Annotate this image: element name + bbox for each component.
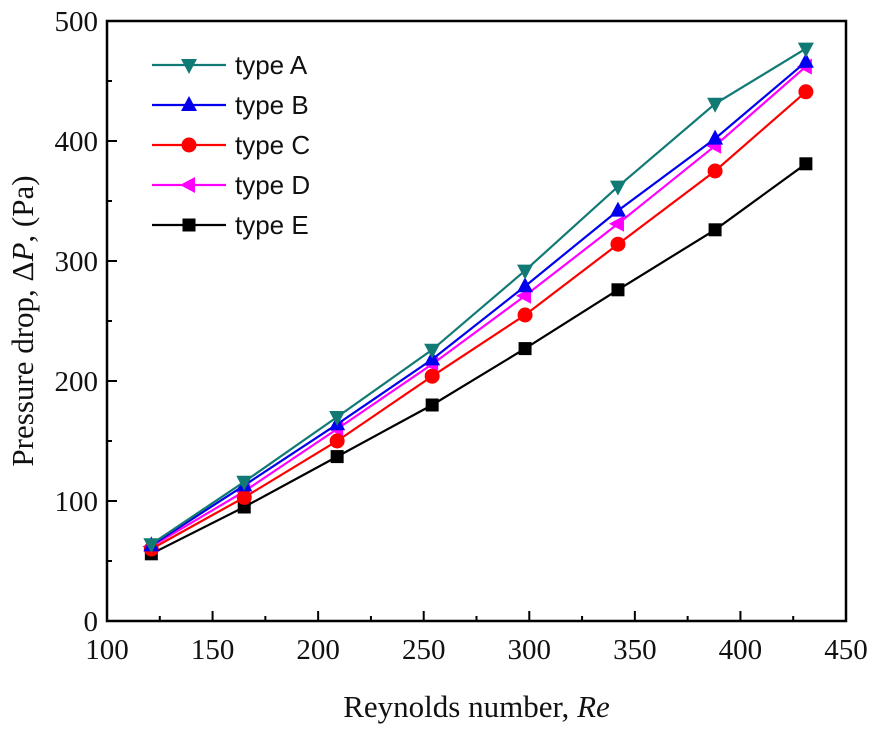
data-point — [609, 201, 626, 217]
legend-label: type D — [235, 170, 310, 200]
y-axis-label-suffix: , (Pa) — [5, 175, 40, 242]
y-axis-label-symbol: P — [5, 243, 40, 263]
data-point — [707, 129, 724, 145]
data-point — [798, 84, 814, 100]
x-tick-label: 300 — [508, 634, 552, 666]
series-line — [150, 90, 807, 550]
x-tick-label: 450 — [824, 634, 868, 666]
legend-marker — [180, 177, 195, 193]
data-point — [517, 264, 534, 280]
data-point — [797, 52, 814, 68]
data-point — [611, 283, 625, 297]
y-tick-label: 300 — [55, 246, 99, 278]
data-point — [708, 223, 722, 237]
data-point — [424, 368, 440, 384]
legend: type A type B type C type D type E — [152, 50, 310, 240]
data-point — [707, 97, 724, 113]
data-point — [799, 157, 813, 171]
x-tick-label: 100 — [85, 634, 129, 666]
series-layer — [142, 42, 814, 561]
y-tick-label: 500 — [55, 6, 99, 38]
data-point — [797, 42, 814, 58]
legend-marker — [182, 218, 196, 232]
x-tick-label: 400 — [719, 634, 763, 666]
y-tick-label: 400 — [55, 126, 99, 158]
data-point — [424, 343, 441, 359]
x-tick-label: 350 — [613, 634, 657, 666]
series-type-a — [143, 42, 814, 554]
x-axis-label-text: Reynolds number, — [343, 689, 577, 724]
x-tick-label: 200 — [296, 634, 340, 666]
y-axis-label-prefix: Pressure drop, Δ — [5, 262, 40, 467]
data-point — [236, 489, 252, 505]
y-tick-label: 100 — [55, 486, 99, 518]
data-point — [707, 163, 723, 179]
series-type-e — [144, 157, 813, 561]
y-axis-label: Pressure drop, ΔP, (Pa) — [5, 175, 40, 466]
data-point — [518, 342, 532, 356]
data-point — [517, 307, 533, 323]
plot-frame — [105, 19, 848, 623]
x-axis-label-symbol: Re — [576, 689, 610, 724]
legend-label: type A — [235, 50, 308, 80]
data-point — [610, 236, 626, 252]
legend-label: type C — [235, 130, 310, 160]
legend-marker — [181, 59, 197, 74]
legend-label: type E — [235, 210, 309, 240]
x-axis-label: Reynolds number, Re — [343, 689, 610, 724]
legend-item: type C — [152, 130, 310, 160]
y-tick-label: 0 — [84, 606, 99, 638]
x-tick-label: 150 — [191, 634, 235, 666]
data-point — [425, 398, 439, 412]
legend-marker — [181, 137, 197, 153]
data-point — [143, 538, 160, 554]
data-point — [236, 475, 253, 491]
series-line — [150, 47, 807, 546]
data-point — [608, 215, 624, 232]
series-line — [150, 60, 807, 547]
data-point — [329, 411, 346, 426]
legend-marker — [181, 96, 197, 111]
x-tick-label: 250 — [402, 634, 446, 666]
data-point — [330, 450, 344, 464]
data-point — [329, 433, 345, 449]
data-point — [609, 180, 626, 196]
legend-label: type B — [235, 90, 309, 120]
data-point — [517, 277, 534, 293]
series-line — [150, 65, 807, 548]
y-tick-label: 200 — [55, 366, 99, 398]
legend-item: type E — [152, 210, 309, 240]
series-line — [150, 162, 807, 555]
legend-item: type B — [152, 90, 309, 120]
legend-item: type A — [152, 50, 308, 80]
legend-item: type D — [152, 170, 310, 200]
